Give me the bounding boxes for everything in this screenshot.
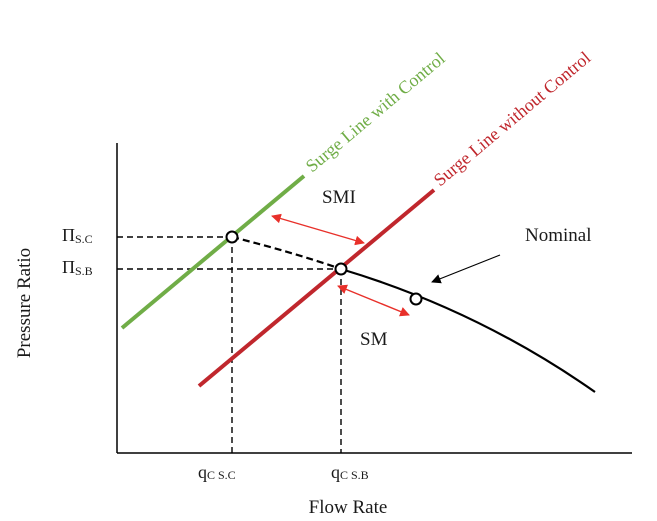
point-surge-controlled [225,230,239,244]
smi-arrow [271,213,365,246]
nominal-label: Nominal [525,225,592,246]
tick-q-sb: qC S.B [331,462,369,482]
tick-pi-sc-sub: S.C [75,232,93,246]
smi-label: SMI [322,187,356,208]
tick-q-sc: qC S.C [198,462,236,482]
tick-pi-sc-main: Π [62,225,75,245]
tick-q-sb-main: q [331,462,340,482]
tick-pi-sb-main: Π [62,257,75,277]
tick-q-sb-sub: C S.B [340,468,369,482]
sm-arrow [337,284,410,317]
point-surge-baseline [334,262,348,276]
sm-label: SM [360,329,388,350]
surge-line-without-control [197,188,436,388]
axes [116,143,632,454]
surge-line-with-control-label: Surge Line with Control [302,48,449,176]
tick-pi-sb-sub: S.B [75,264,93,278]
tick-q-sc-sub: C S.C [207,468,236,482]
nominal-curve [340,267,596,393]
point-operating [409,292,423,306]
nominal-pointer-arrow [431,254,501,284]
controlled-curve-dashed [231,235,342,271]
guide-lines [117,236,342,453]
surge-line-without-control-label: Surge Line without Control [430,47,595,190]
tick-q-sc-main: q [198,462,207,482]
surge-line-with-control [120,174,306,330]
x-axis-title: Flow Rate [309,497,388,518]
y-axis-title: Pressure Ratio [14,248,35,358]
tick-pi-sb: ΠS.B [62,257,93,278]
tick-pi-sc: ΠS.C [62,225,93,246]
